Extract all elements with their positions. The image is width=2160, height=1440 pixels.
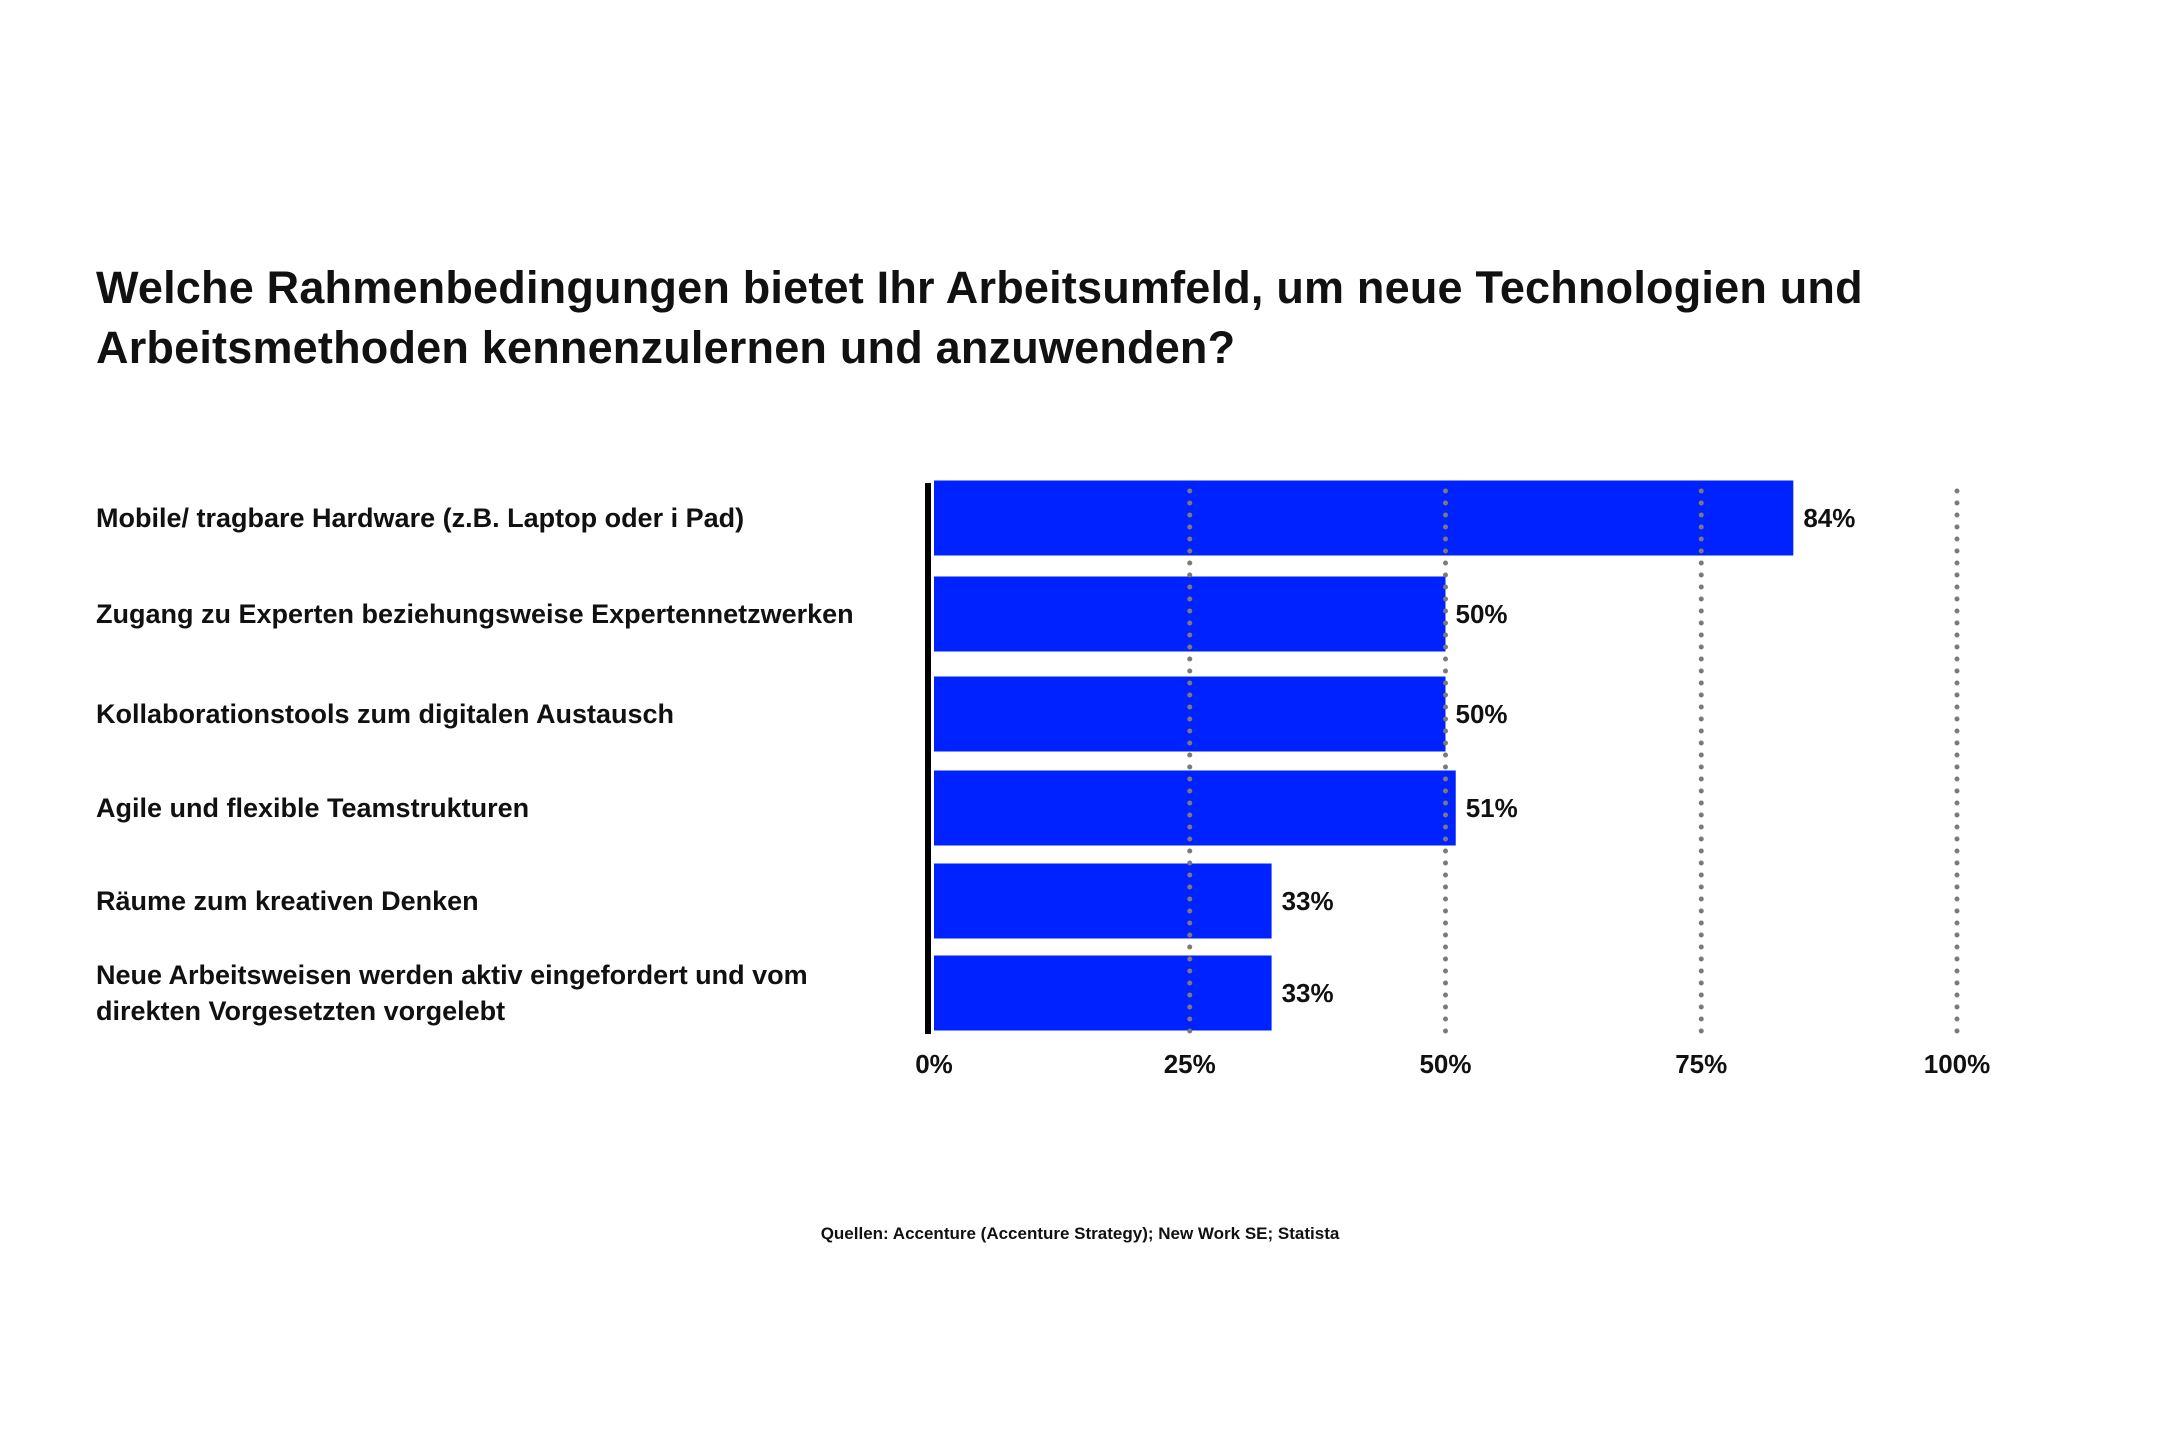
source-note: Quellen: Accenture (Accenture Strategy);…	[820, 1224, 1340, 1243]
bar	[934, 770, 1456, 846]
category-label: Räume zum kreativen Denken	[96, 886, 479, 916]
data-label: 33%	[1282, 978, 1334, 1008]
data-label: 50%	[1456, 699, 1508, 729]
bar	[934, 480, 1794, 556]
category-label: Kollaborationstools zum digitalen Austau…	[96, 699, 675, 729]
data-label: 50%	[1456, 599, 1508, 629]
category-label: Zugang zu Experten beziehungsweise Exper…	[96, 599, 854, 629]
x-tick-label: 75%	[1675, 1049, 1727, 1079]
data-label: 33%	[1282, 886, 1334, 916]
category-label: Mobile/ tragbare Hardware (z.B. Laptop o…	[96, 503, 745, 533]
bar	[934, 955, 1272, 1031]
x-tick-label: 0%	[915, 1049, 953, 1079]
category-label: Neue Arbeitsweisen werden aktiv eingefor…	[96, 960, 808, 1026]
x-tick-label: 25%	[1164, 1049, 1216, 1079]
chart-title: Welche Rahmenbedingungen bietet Ihr Arbe…	[96, 262, 1863, 373]
category-label: Agile und flexible Teamstrukturen	[96, 793, 530, 823]
data-label: 84%	[1803, 503, 1855, 533]
x-tick-label: 100%	[1924, 1049, 1991, 1079]
data-label: 51%	[1466, 793, 1518, 823]
x-tick-label: 50%	[1419, 1049, 1471, 1079]
bar	[934, 863, 1272, 939]
bar	[934, 676, 1446, 752]
